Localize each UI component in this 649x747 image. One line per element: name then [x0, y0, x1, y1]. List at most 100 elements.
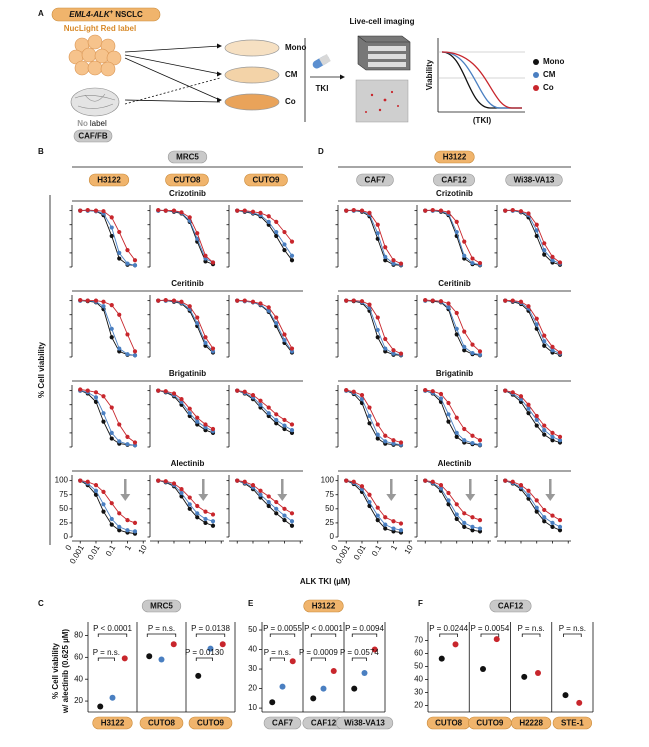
significance-bracket: [97, 657, 115, 661]
data-point: [235, 478, 240, 483]
data-point: [480, 666, 486, 673]
data-point: [438, 483, 444, 488]
data-point: [109, 405, 114, 410]
data-point: [391, 261, 396, 266]
y-tick-label: 75: [59, 490, 68, 499]
y-tick-label: 50: [325, 504, 334, 513]
panel-letter: F: [418, 599, 423, 608]
data-point: [344, 387, 349, 393]
data-point: [462, 253, 467, 258]
concentration-arrow-head: [198, 494, 209, 501]
condition: CM: [285, 70, 298, 79]
fit-line: [425, 480, 481, 529]
caf-pill: [73, 129, 113, 143]
data-point: [258, 492, 263, 497]
y-tick-label: 60: [414, 649, 423, 658]
data-point: [438, 208, 444, 213]
data-point: [534, 423, 539, 428]
x-tick-label: 1: [123, 543, 133, 552]
data-point: [210, 426, 216, 432]
data-point: [344, 298, 349, 303]
data-point: [503, 208, 508, 213]
fit-line: [80, 209, 136, 261]
data-point: [470, 440, 475, 446]
data-point: [351, 298, 356, 303]
data-point: [289, 422, 295, 427]
p-value: P = n.s.: [148, 624, 175, 633]
data-point: [534, 233, 539, 239]
no-label: No label: [77, 119, 107, 128]
data-point: [282, 337, 287, 343]
y-tick-label: 50: [59, 504, 68, 513]
pill: [88, 173, 130, 187]
fit-line: [158, 480, 214, 522]
y-label: % Cell viability: [37, 341, 46, 398]
data-point: [446, 490, 451, 496]
data-point: [289, 346, 295, 351]
pill-label: MRC5: [150, 602, 173, 611]
data-point: [109, 516, 114, 522]
data-point: [477, 517, 483, 523]
data-point: [438, 396, 444, 401]
data-point: [462, 239, 467, 244]
data-point: [258, 398, 263, 403]
data-point: [446, 210, 451, 215]
data-point: [470, 256, 475, 261]
pill: [92, 716, 133, 730]
tumor-cells: [68, 34, 122, 77]
data-point: [101, 502, 106, 507]
data-point: [125, 528, 130, 533]
y-tick-label: 20: [74, 696, 83, 705]
data-point: [423, 297, 428, 303]
data-point: [446, 498, 451, 503]
data-point: [274, 219, 279, 225]
data-point: [289, 511, 295, 516]
legend-marker: [533, 59, 539, 65]
pill-label: CUTO8: [174, 176, 202, 185]
data-point: [210, 519, 216, 524]
data-point: [85, 298, 90, 303]
data-point: [101, 419, 106, 424]
data-point: [550, 524, 555, 529]
pill: [552, 716, 593, 730]
data-point: [109, 436, 114, 441]
data-point: [423, 208, 428, 213]
x-label: ALK TKI (µM): [300, 577, 351, 586]
caf-label: CAF/FB: [78, 132, 108, 141]
data-point: [470, 350, 475, 356]
data-point: [266, 214, 271, 219]
data-point: [274, 499, 279, 505]
data-point: [454, 415, 459, 420]
data-point: [125, 442, 130, 447]
data-point: [187, 411, 192, 416]
data-point: [430, 389, 435, 394]
data-point: [477, 442, 483, 447]
p-value: P = 0.0094: [345, 624, 384, 633]
data-point: [510, 207, 515, 213]
data-point: [518, 209, 524, 214]
data-point: [203, 520, 208, 526]
data-point: [203, 335, 208, 340]
data-point: [117, 422, 122, 427]
data-point: [132, 353, 138, 358]
data-point: [375, 422, 380, 427]
data-point: [383, 515, 388, 520]
x-tick-label: 10: [403, 543, 416, 556]
data-point: [274, 506, 279, 511]
data-point: [132, 263, 138, 268]
data-point: [85, 388, 90, 393]
data-point: [454, 430, 459, 436]
data-point: [493, 636, 500, 643]
data-point: [235, 388, 240, 393]
data-point: [446, 400, 451, 406]
p-value: P < 0.0001: [304, 624, 343, 633]
pill-label: CAF7: [272, 719, 293, 728]
y-tick-label: 75: [325, 490, 334, 499]
pill: [303, 599, 344, 613]
data-point: [462, 426, 467, 432]
data-point: [195, 321, 200, 326]
data-point: [93, 488, 99, 493]
data-point: [109, 335, 114, 340]
fit-line: [425, 209, 481, 264]
y-tick-label: 25: [325, 518, 334, 527]
